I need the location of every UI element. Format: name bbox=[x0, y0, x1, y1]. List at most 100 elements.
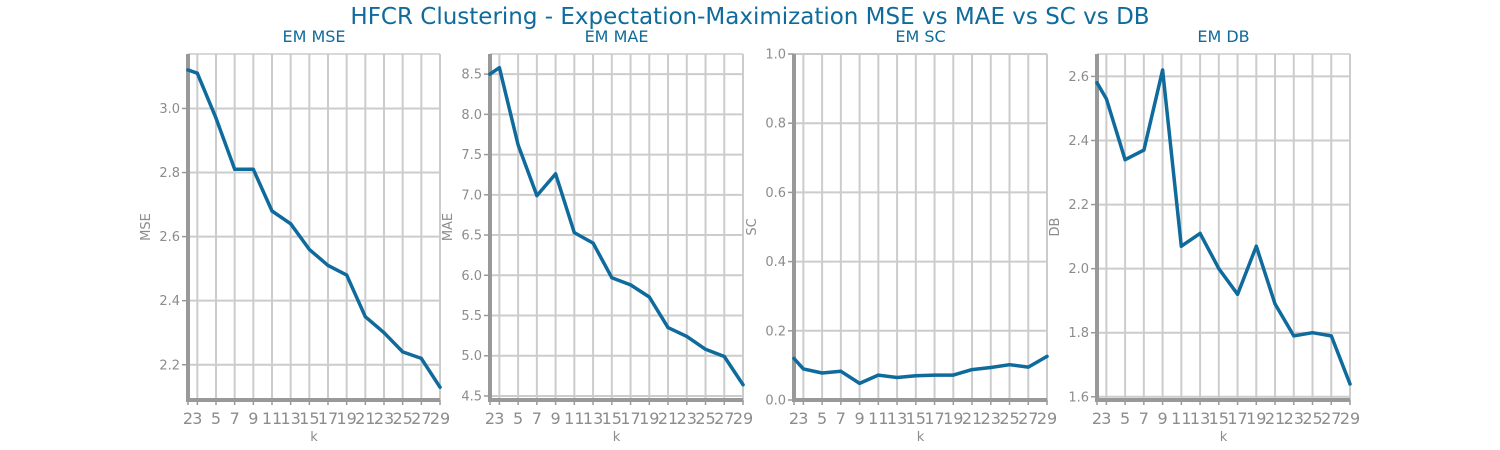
data-point bbox=[1007, 363, 1012, 367]
subplot-1: 2.22.42.62.83.02 3 5 7 9 11131517192123252729… bbox=[139, 27, 450, 445]
y-axis-label: SC bbox=[745, 218, 760, 235]
x-tick-label: 13 bbox=[583, 409, 603, 428]
x-tick-label: 9 bbox=[248, 409, 258, 428]
data-point bbox=[647, 295, 651, 299]
data-point bbox=[1329, 334, 1333, 338]
data-point bbox=[839, 369, 843, 373]
y-tick-label: 2.0 bbox=[1068, 262, 1089, 277]
data-point bbox=[516, 143, 520, 147]
y-tick-label: 7.5 bbox=[461, 148, 482, 163]
y-tick-label: 8.0 bbox=[461, 108, 482, 123]
data-point bbox=[989, 365, 993, 370]
x-tick-label: 5 bbox=[1120, 409, 1130, 428]
y-tick-label: 6.5 bbox=[461, 229, 482, 244]
x-tick-label: 25 bbox=[695, 409, 715, 428]
x-tick-label: 25 bbox=[999, 409, 1019, 428]
x-tick-label: 15 bbox=[1209, 409, 1229, 428]
data-point bbox=[1123, 158, 1127, 162]
x-tick-label: 25 bbox=[1302, 409, 1322, 428]
x-tick-label: 17 bbox=[1227, 409, 1247, 428]
data-point bbox=[488, 72, 492, 76]
data-point bbox=[1217, 267, 1221, 271]
data-point bbox=[553, 172, 558, 176]
y-tick-label: 6.0 bbox=[461, 269, 482, 284]
subplot-title: EM MAE bbox=[585, 27, 649, 46]
data-point bbox=[233, 167, 237, 171]
x-tick-label: 3 bbox=[494, 409, 504, 428]
x-tick-label: 7 bbox=[836, 409, 846, 428]
data-point bbox=[895, 375, 899, 380]
subplot-title: EM DB bbox=[1197, 27, 1249, 46]
x-axis-label: k bbox=[917, 430, 925, 445]
y-tick-label: 2.2 bbox=[159, 358, 180, 373]
y-tick-label: 0.6 bbox=[765, 186, 786, 201]
x-axis-label: k bbox=[613, 430, 621, 445]
data-point bbox=[1104, 97, 1108, 101]
data-point bbox=[419, 356, 423, 360]
subplot-title: EM SC bbox=[895, 27, 945, 46]
x-tick-label: 23 bbox=[374, 409, 394, 428]
x-tick-label: 15 bbox=[299, 409, 319, 428]
data-point bbox=[214, 116, 218, 120]
x-tick-label: 7 bbox=[1139, 409, 1149, 428]
x-tick-label: 21 bbox=[962, 409, 982, 428]
data-point bbox=[610, 276, 614, 280]
data-point bbox=[186, 68, 190, 72]
y-tick-label: 2.2 bbox=[1068, 198, 1089, 213]
subplot-title: EM MSE bbox=[282, 27, 345, 46]
x-tick-label: 29 bbox=[1037, 409, 1057, 428]
data-point bbox=[857, 381, 862, 385]
x-tick-label: 23 bbox=[981, 409, 1001, 428]
x-tick-label: 27 bbox=[411, 409, 431, 428]
data-point bbox=[1273, 302, 1277, 306]
y-axis-label: MAE bbox=[441, 213, 456, 241]
y-tick-label: 5.5 bbox=[461, 309, 482, 324]
x-tick-label: 9 bbox=[1157, 409, 1167, 428]
x-tick-label: 23 bbox=[1284, 409, 1304, 428]
data-point bbox=[307, 247, 311, 252]
data-point bbox=[628, 283, 633, 287]
x-tick-label: 17 bbox=[620, 409, 640, 428]
data-point bbox=[1026, 365, 1030, 369]
x-tick-label: 29 bbox=[733, 409, 753, 428]
data-point bbox=[685, 334, 689, 339]
x-tick-label: 21 bbox=[355, 409, 375, 428]
y-tick-label: 2.6 bbox=[1068, 70, 1089, 85]
x-axis-label: k bbox=[310, 430, 318, 445]
x-tick-label: 3 bbox=[192, 409, 202, 428]
x-tick-label: 7 bbox=[532, 409, 542, 428]
data-point bbox=[195, 71, 199, 75]
x-tick-label: 19 bbox=[943, 409, 963, 428]
x-tick-label: 19 bbox=[1246, 409, 1266, 428]
x-tick-label: 13 bbox=[887, 409, 907, 428]
y-tick-label: 5.0 bbox=[461, 349, 482, 364]
y-tick-label: 0.0 bbox=[765, 394, 786, 409]
data-point bbox=[1142, 148, 1146, 152]
x-tick-label: 3 bbox=[798, 409, 808, 428]
x-tick-label: 11 bbox=[1171, 409, 1191, 428]
data-point bbox=[572, 231, 576, 235]
data-point bbox=[289, 222, 293, 226]
subplot-3: 0.00.20.40.60.81.02 3 5 7 9 11131517192123252… bbox=[745, 27, 1057, 445]
figure-title: HFCR Clustering - Expectation-Maximizati… bbox=[350, 4, 1150, 30]
data-point bbox=[1198, 231, 1202, 236]
data-point bbox=[497, 66, 501, 70]
y-tick-label: 3.0 bbox=[159, 102, 180, 117]
data-point bbox=[951, 373, 955, 377]
data-point bbox=[591, 241, 595, 245]
x-tick-label: 11 bbox=[564, 409, 584, 428]
x-tick-label: 17 bbox=[318, 409, 338, 428]
data-point bbox=[270, 209, 274, 213]
data-point bbox=[1045, 354, 1049, 359]
x-tick-label: 11 bbox=[262, 409, 282, 428]
data-point bbox=[970, 367, 974, 372]
y-tick-label: 2.8 bbox=[159, 166, 180, 181]
data-point bbox=[820, 371, 824, 375]
x-tick-label: 13 bbox=[1190, 409, 1210, 428]
y-tick-label: 7.0 bbox=[461, 188, 482, 203]
x-tick-label: 21 bbox=[658, 409, 678, 428]
data-point bbox=[1179, 244, 1183, 248]
data-point bbox=[722, 354, 726, 359]
x-tick-label: 29 bbox=[430, 409, 450, 428]
